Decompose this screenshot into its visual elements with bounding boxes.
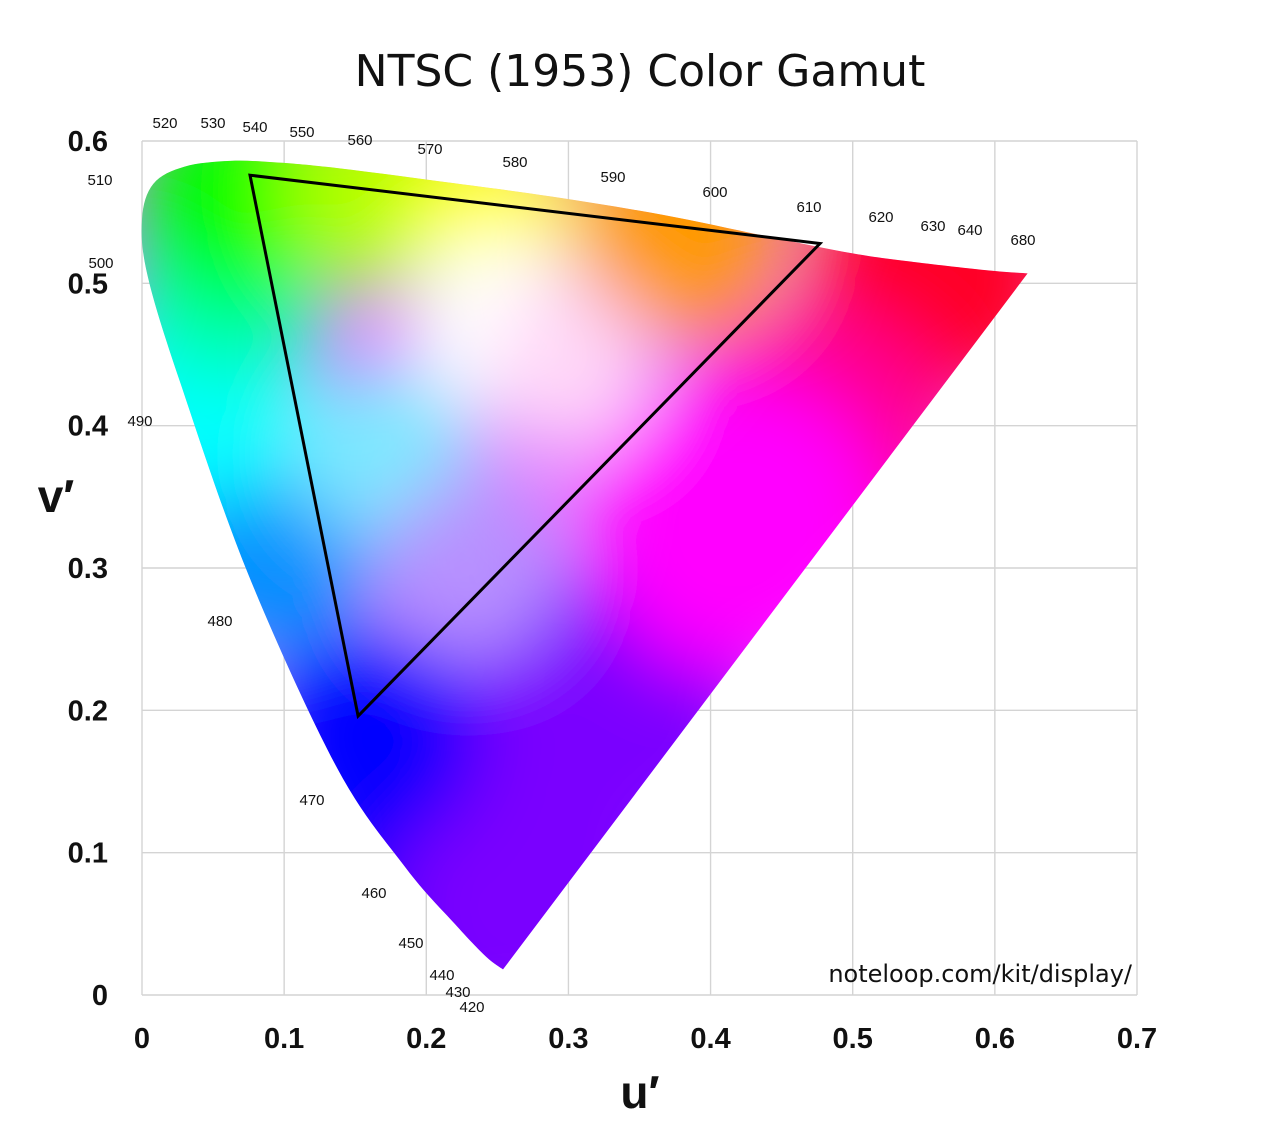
pale-pink-region xyxy=(488,288,649,449)
y-tick-label: 0.3 xyxy=(68,553,108,585)
wavelength-label-570: 570 xyxy=(417,141,442,158)
x-tick-label: 0.6 xyxy=(975,1023,1015,1055)
wavelength-label-450: 450 xyxy=(398,935,423,952)
wavelength-label-500: 500 xyxy=(88,255,113,272)
x-tick-label: 0.5 xyxy=(833,1023,873,1055)
wavelength-label-590: 590 xyxy=(600,169,625,186)
y-tick-label: 0.1 xyxy=(68,838,108,870)
green-region xyxy=(141,160,352,308)
wavelength-label-600: 600 xyxy=(702,184,727,201)
wavelength-label-440: 440 xyxy=(429,967,454,984)
x-tick-label: 0.7 xyxy=(1117,1023,1157,1055)
wavelength-label-490: 490 xyxy=(127,413,152,430)
source-credit: noteloop.com/kit/display/ xyxy=(828,960,1133,988)
wavelength-label-480: 480 xyxy=(207,613,232,630)
x-tick-label: 0.1 xyxy=(264,1023,304,1055)
x-axis-ticks: 0 0.1 0.2 0.3 0.4 0.5 0.6 0.7 xyxy=(134,1023,1157,1055)
x-axis-label: u′ xyxy=(620,1066,659,1118)
chart-title: NTSC (1953) Color Gamut xyxy=(355,46,926,97)
wavelength-label-620: 620 xyxy=(868,209,893,226)
y-axis-label: v′ xyxy=(38,470,75,522)
x-tick-label: 0.3 xyxy=(548,1023,588,1055)
wavelength-label-430: 430 xyxy=(445,984,470,1001)
y-tick-label: 0.2 xyxy=(68,695,108,727)
wavelength-label-520: 520 xyxy=(152,115,177,132)
wavelength-label-510: 510 xyxy=(87,172,112,189)
wavelength-label-550: 550 xyxy=(289,124,314,141)
lavender-region xyxy=(378,478,559,658)
gamut-triangle xyxy=(248,173,824,720)
x-tick-label: 0 xyxy=(134,1023,150,1055)
y-tick-label: 0.6 xyxy=(68,126,108,158)
wavelength-label-680: 680 xyxy=(1010,232,1035,249)
wavelength-label-420: 420 xyxy=(459,999,484,1016)
y-axis-ticks: 0 0.1 0.2 0.3 0.4 0.5 0.6 xyxy=(68,126,108,1012)
wavelength-label-540: 540 xyxy=(242,119,267,136)
wavelength-label-580: 580 xyxy=(502,154,527,171)
wavelength-label-640: 640 xyxy=(957,222,982,239)
wavelength-label-530: 530 xyxy=(200,115,225,132)
wavelength-label-460: 460 xyxy=(361,885,386,902)
wavelength-label-560: 560 xyxy=(347,132,372,149)
magenta-region xyxy=(589,375,889,676)
x-tick-label: 0.4 xyxy=(690,1023,730,1055)
blue-region xyxy=(259,628,480,849)
x-tick-label: 0.2 xyxy=(406,1023,446,1055)
wavelength-label-630: 630 xyxy=(920,218,945,235)
wavelength-label-470: 470 xyxy=(299,792,324,809)
y-tick-label: 0 xyxy=(92,980,108,1012)
y-tick-label: 0.5 xyxy=(68,268,108,300)
wavelength-label-610: 610 xyxy=(796,199,821,216)
y-tick-label: 0.4 xyxy=(68,411,108,443)
